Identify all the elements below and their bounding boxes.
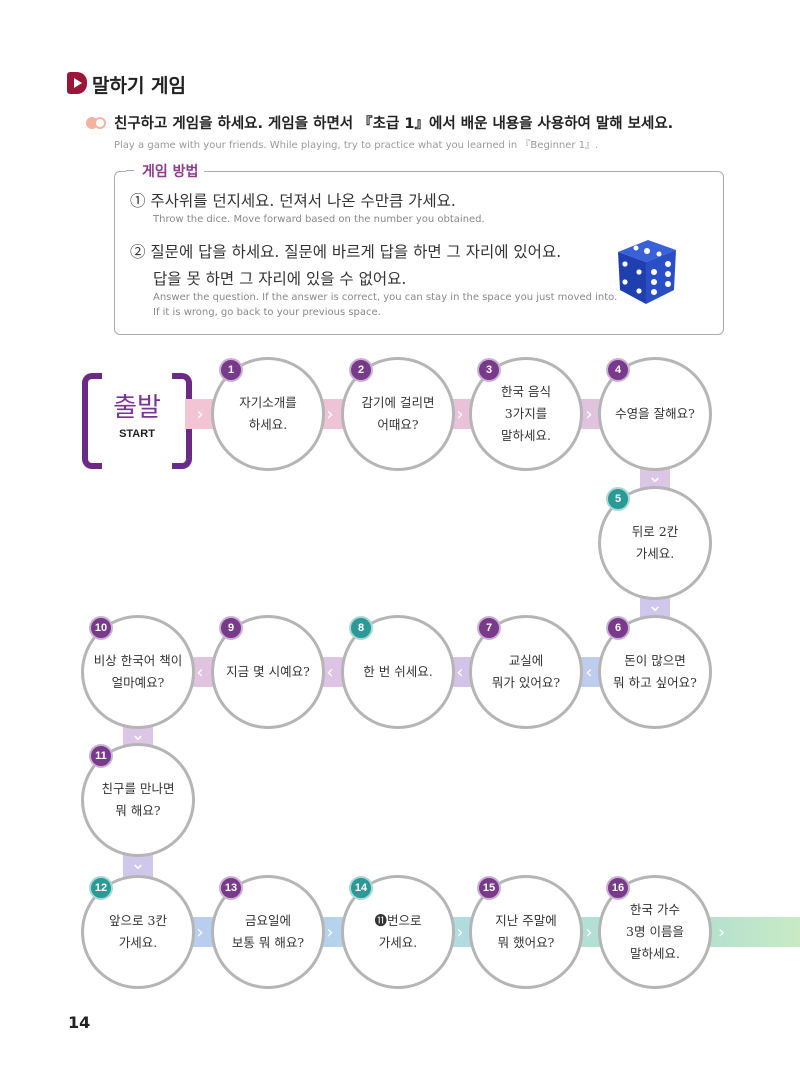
space-text: 비상 한국어 책이: [93, 653, 183, 668]
space-number-badge: 7: [477, 616, 501, 640]
space-text: 뭐 해요?: [115, 803, 161, 818]
space-text: 돈이 많으면: [624, 653, 686, 668]
space-text: 3명 이름을: [626, 924, 684, 939]
space-number-badge: 2: [349, 358, 373, 382]
space-number-badge: 10: [89, 616, 113, 640]
space-text: 뭐 했어요?: [497, 935, 555, 950]
space-text: 가세요.: [635, 546, 675, 561]
space-number-badge: 16: [606, 876, 630, 900]
space-number-badge: 11: [89, 744, 113, 768]
space-number-badge: 15: [477, 876, 501, 900]
space-text: 얼마예요?: [111, 675, 165, 690]
space-text: ⓫번으로: [374, 913, 422, 928]
space-text: 말하세요.: [630, 946, 680, 961]
space-number-badge: 3: [477, 358, 501, 382]
space-text: 지금 몇 시예요?: [226, 664, 310, 679]
space-text: 지난 주말에: [495, 913, 557, 928]
space-number-badge: 4: [606, 358, 630, 382]
start-space: 출발 START: [82, 373, 192, 469]
path-connector: ›: [185, 399, 215, 429]
space-text: 가세요.: [378, 935, 418, 950]
space-text: 한국 음식: [501, 384, 551, 399]
bracket-left: [82, 373, 102, 469]
rule-2-en-line2: If it is wrong, go back to your previous…: [153, 307, 381, 318]
space-text: 뭐 하고 싶어요?: [613, 675, 697, 690]
space-text: 자기소개를: [239, 395, 297, 410]
space-text: 한 번 쉬세요.: [363, 664, 433, 679]
space-number-badge: 14: [349, 876, 373, 900]
start-label-ko: 출발: [113, 393, 161, 423]
space-text: 3가지를: [504, 406, 548, 421]
rule-2-ko: ② 질문에 답을 하세요. 질문에 바르게 답을 하면 그 자리에 있어요.: [130, 243, 562, 261]
space-text: 어때요?: [377, 417, 419, 432]
space-number-badge: 9: [219, 616, 243, 640]
rules-title: 게임 방법: [126, 161, 205, 181]
space-text: 감기에 걸리면: [361, 395, 435, 410]
instruction-en: Play a game with your friends. While pla…: [114, 140, 599, 151]
instruction-ko: 친구하고 게임을 하세요. 게임을 하면서 『초급 1』에서 배운 내용을 사용…: [114, 116, 674, 132]
space-text: 친구를 만나면: [101, 781, 175, 796]
space-text: 금요일에: [244, 913, 291, 928]
space-text: 말하세요.: [501, 428, 551, 443]
space-text: 보통 뭐 해요?: [231, 935, 305, 950]
space-text: 뭐가 있어요?: [491, 675, 561, 690]
space-number-badge: 1: [219, 358, 243, 382]
section-title: 말하기 게임: [92, 75, 187, 97]
space-number-badge: 5: [606, 487, 630, 511]
space-number-badge: 12: [89, 876, 113, 900]
space-number-badge: 8: [349, 616, 373, 640]
space-text: 가세요.: [118, 935, 158, 950]
space-text: 하세요.: [248, 417, 288, 432]
page-number: 14: [68, 1013, 91, 1032]
play-icon: [67, 72, 87, 94]
bullet-icon: [86, 117, 106, 129]
space-text: 수영을 잘해요?: [615, 406, 695, 421]
space-text: 뒤로 2칸: [631, 524, 679, 539]
space-text: 한국 가수: [630, 902, 680, 917]
start-label-en: START: [119, 428, 155, 440]
rule-2-ko-line2: 답을 못 하면 그 자리에 있을 수 없어요.: [153, 270, 407, 288]
path-connector: ›: [704, 917, 800, 947]
space-number-badge: 13: [219, 876, 243, 900]
space-text: 앞으로 3칸: [109, 913, 167, 928]
rule-1-ko: ① 주사위를 던지세요. 던져서 나온 수만큼 가세요.: [130, 192, 456, 210]
space-text: 교실에: [508, 653, 544, 668]
dice-icon: [618, 240, 676, 304]
rule-1-en: Throw the dice. Move forward based on th…: [153, 214, 485, 225]
rules-box: [114, 171, 724, 335]
rule-2-en: Answer the question. If the answer is co…: [153, 292, 618, 303]
space-number-badge: 6: [606, 616, 630, 640]
